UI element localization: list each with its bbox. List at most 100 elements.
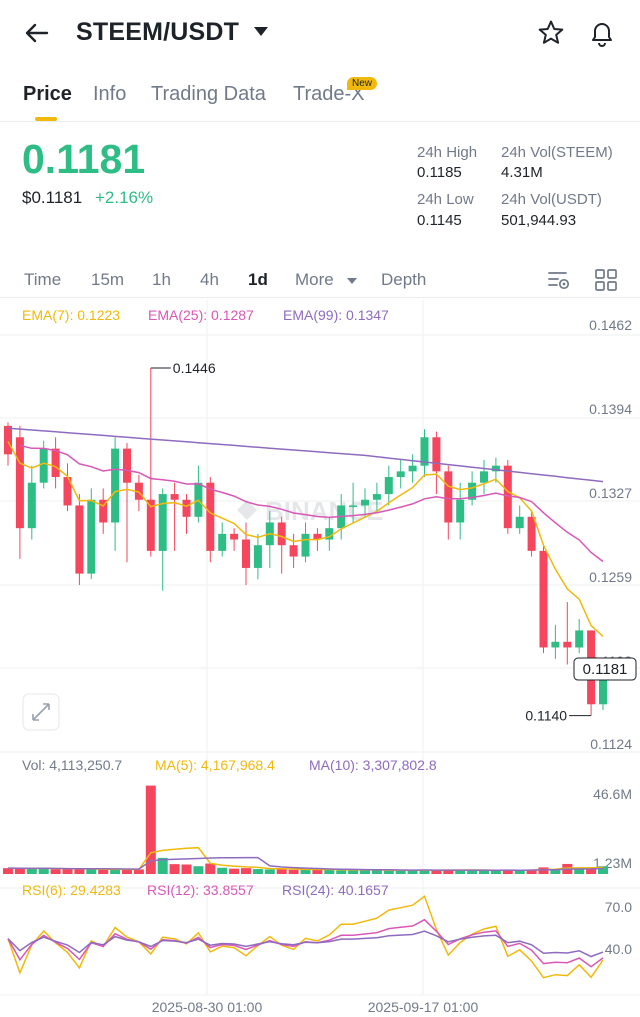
candle-body bbox=[289, 545, 298, 557]
volume-bar bbox=[122, 869, 132, 874]
candle-body bbox=[491, 465, 500, 472]
volume-bar bbox=[550, 869, 561, 874]
vol-ma5-legend: MA(5): 4,167,968.4 bbox=[155, 757, 275, 773]
volume-bar bbox=[252, 869, 263, 874]
rsi-y-tick: 40.0 bbox=[605, 941, 632, 957]
candle-body bbox=[527, 516, 536, 551]
pair-title[interactable]: STEEM/USDT bbox=[76, 18, 240, 46]
candle-body bbox=[158, 494, 167, 551]
interval-time[interactable]: Time bbox=[24, 270, 62, 289]
fullscreen-button[interactable] bbox=[22, 693, 60, 731]
rsi12-legend: RSI(12): 33.8557 bbox=[147, 882, 254, 898]
caret-down-icon[interactable] bbox=[254, 27, 268, 36]
rsi6-line bbox=[7, 895, 604, 979]
rsi6-legend: RSI(6): 29.4283 bbox=[22, 882, 121, 898]
volume-legend: Vol: 4,113,250.7 bbox=[22, 757, 122, 773]
candle-body bbox=[206, 482, 215, 551]
volume-bar bbox=[264, 869, 275, 874]
volume-bar bbox=[502, 870, 513, 874]
volume-bar bbox=[181, 864, 192, 874]
candle-body bbox=[575, 630, 584, 648]
candle-body bbox=[396, 471, 405, 478]
candle-body bbox=[27, 482, 36, 529]
candle-body bbox=[539, 550, 548, 648]
vol-ma10-legend: MA(10): 3,307,802.8 bbox=[309, 757, 437, 773]
candle-body bbox=[420, 437, 429, 466]
more-caret-icon bbox=[347, 278, 357, 284]
interval-depth[interactable]: Depth bbox=[381, 270, 427, 289]
volume-bar bbox=[276, 868, 287, 874]
tab-info[interactable]: Info bbox=[93, 83, 127, 105]
candle-body bbox=[444, 471, 453, 523]
volume-bar bbox=[455, 870, 466, 874]
y-tick: 0.1259 bbox=[589, 569, 632, 585]
candle-body bbox=[123, 448, 131, 483]
star-outline-icon[interactable] bbox=[536, 18, 566, 48]
low-value: 0.1145 bbox=[417, 212, 462, 229]
volume-bar bbox=[14, 868, 25, 874]
volume-bar bbox=[395, 870, 406, 874]
svg-text:0.1446: 0.1446 bbox=[173, 360, 216, 376]
y-tick: 0.1327 bbox=[589, 485, 632, 501]
kline-chart[interactable]: BINANCE EMA(7): 0.1223 EMA(25): 0.1287 E… bbox=[0, 300, 640, 1017]
candle-body bbox=[253, 545, 262, 568]
grid-layout-icon[interactable] bbox=[593, 267, 619, 293]
bell-icon[interactable] bbox=[586, 17, 618, 49]
volume-bar bbox=[598, 866, 608, 874]
volume-bar bbox=[169, 864, 180, 874]
high-label: 24h High bbox=[417, 144, 478, 161]
volume-bar bbox=[538, 867, 549, 874]
svg-text:0.1140: 0.1140 bbox=[525, 708, 567, 724]
volume-bar bbox=[98, 869, 109, 874]
volume-bar bbox=[360, 869, 370, 874]
ema7-legend: EMA(7): 0.1223 bbox=[22, 307, 120, 323]
candle-body bbox=[325, 528, 334, 540]
volume-bar bbox=[86, 868, 97, 874]
ema25-legend: EMA(25): 0.1287 bbox=[148, 307, 254, 323]
tab-trading-data[interactable]: Trading Data bbox=[151, 83, 266, 105]
arrow-left-icon[interactable] bbox=[22, 18, 52, 48]
vol-base-label: 24h Vol(STEEM) bbox=[501, 144, 613, 161]
volume-bar bbox=[419, 869, 430, 874]
interval-bar: Time 15m 1h 4h 1d More Depth bbox=[0, 262, 640, 298]
ema25-line bbox=[19, 444, 604, 563]
volume-bar bbox=[74, 869, 85, 874]
ema99-legend: EMA(99): 0.1347 bbox=[283, 307, 389, 323]
candles bbox=[4, 367, 607, 716]
interval-4h[interactable]: 4h bbox=[200, 270, 219, 289]
candle-body bbox=[349, 505, 358, 507]
candle-body bbox=[599, 669, 607, 705]
volume-bar bbox=[26, 868, 37, 874]
current-price-label: 0.1181 bbox=[573, 657, 637, 681]
interval-more[interactable]: More bbox=[295, 270, 334, 289]
volume-bar bbox=[383, 870, 394, 874]
price-change: +2.16% bbox=[95, 188, 154, 207]
candle-body bbox=[480, 471, 488, 483]
candle-body bbox=[361, 499, 369, 506]
rsi-y-tick: 70.0 bbox=[605, 899, 632, 915]
interval-1d[interactable]: 1d bbox=[248, 270, 268, 289]
candle-body bbox=[87, 499, 96, 574]
candle-body bbox=[515, 516, 524, 529]
vol-y-tick: 46.6M bbox=[593, 786, 632, 802]
interval-1h[interactable]: 1h bbox=[152, 270, 171, 289]
volume-bar bbox=[229, 868, 240, 874]
y-tick: 0.1394 bbox=[589, 401, 632, 417]
candle-body bbox=[51, 448, 60, 478]
y-tick: 0.1462 bbox=[589, 317, 632, 333]
high-value: 0.1185 bbox=[417, 164, 462, 181]
candle-body bbox=[456, 499, 465, 523]
ema99-line bbox=[7, 427, 604, 483]
svg-text:0.1181: 0.1181 bbox=[583, 661, 628, 678]
volume-bar bbox=[300, 870, 311, 874]
tab-trade-x[interactable]: Trade-X bbox=[293, 83, 365, 105]
ema7-line bbox=[7, 441, 604, 637]
volume-bar bbox=[526, 869, 537, 874]
volume-bars bbox=[3, 785, 608, 874]
y-tick: 0.1124 bbox=[590, 736, 632, 752]
chart-settings-icon[interactable] bbox=[546, 267, 572, 293]
candle-body bbox=[372, 494, 381, 500]
tab-price[interactable]: Price bbox=[23, 83, 72, 105]
interval-15m[interactable]: 15m bbox=[91, 270, 125, 289]
candle-body bbox=[551, 641, 560, 648]
